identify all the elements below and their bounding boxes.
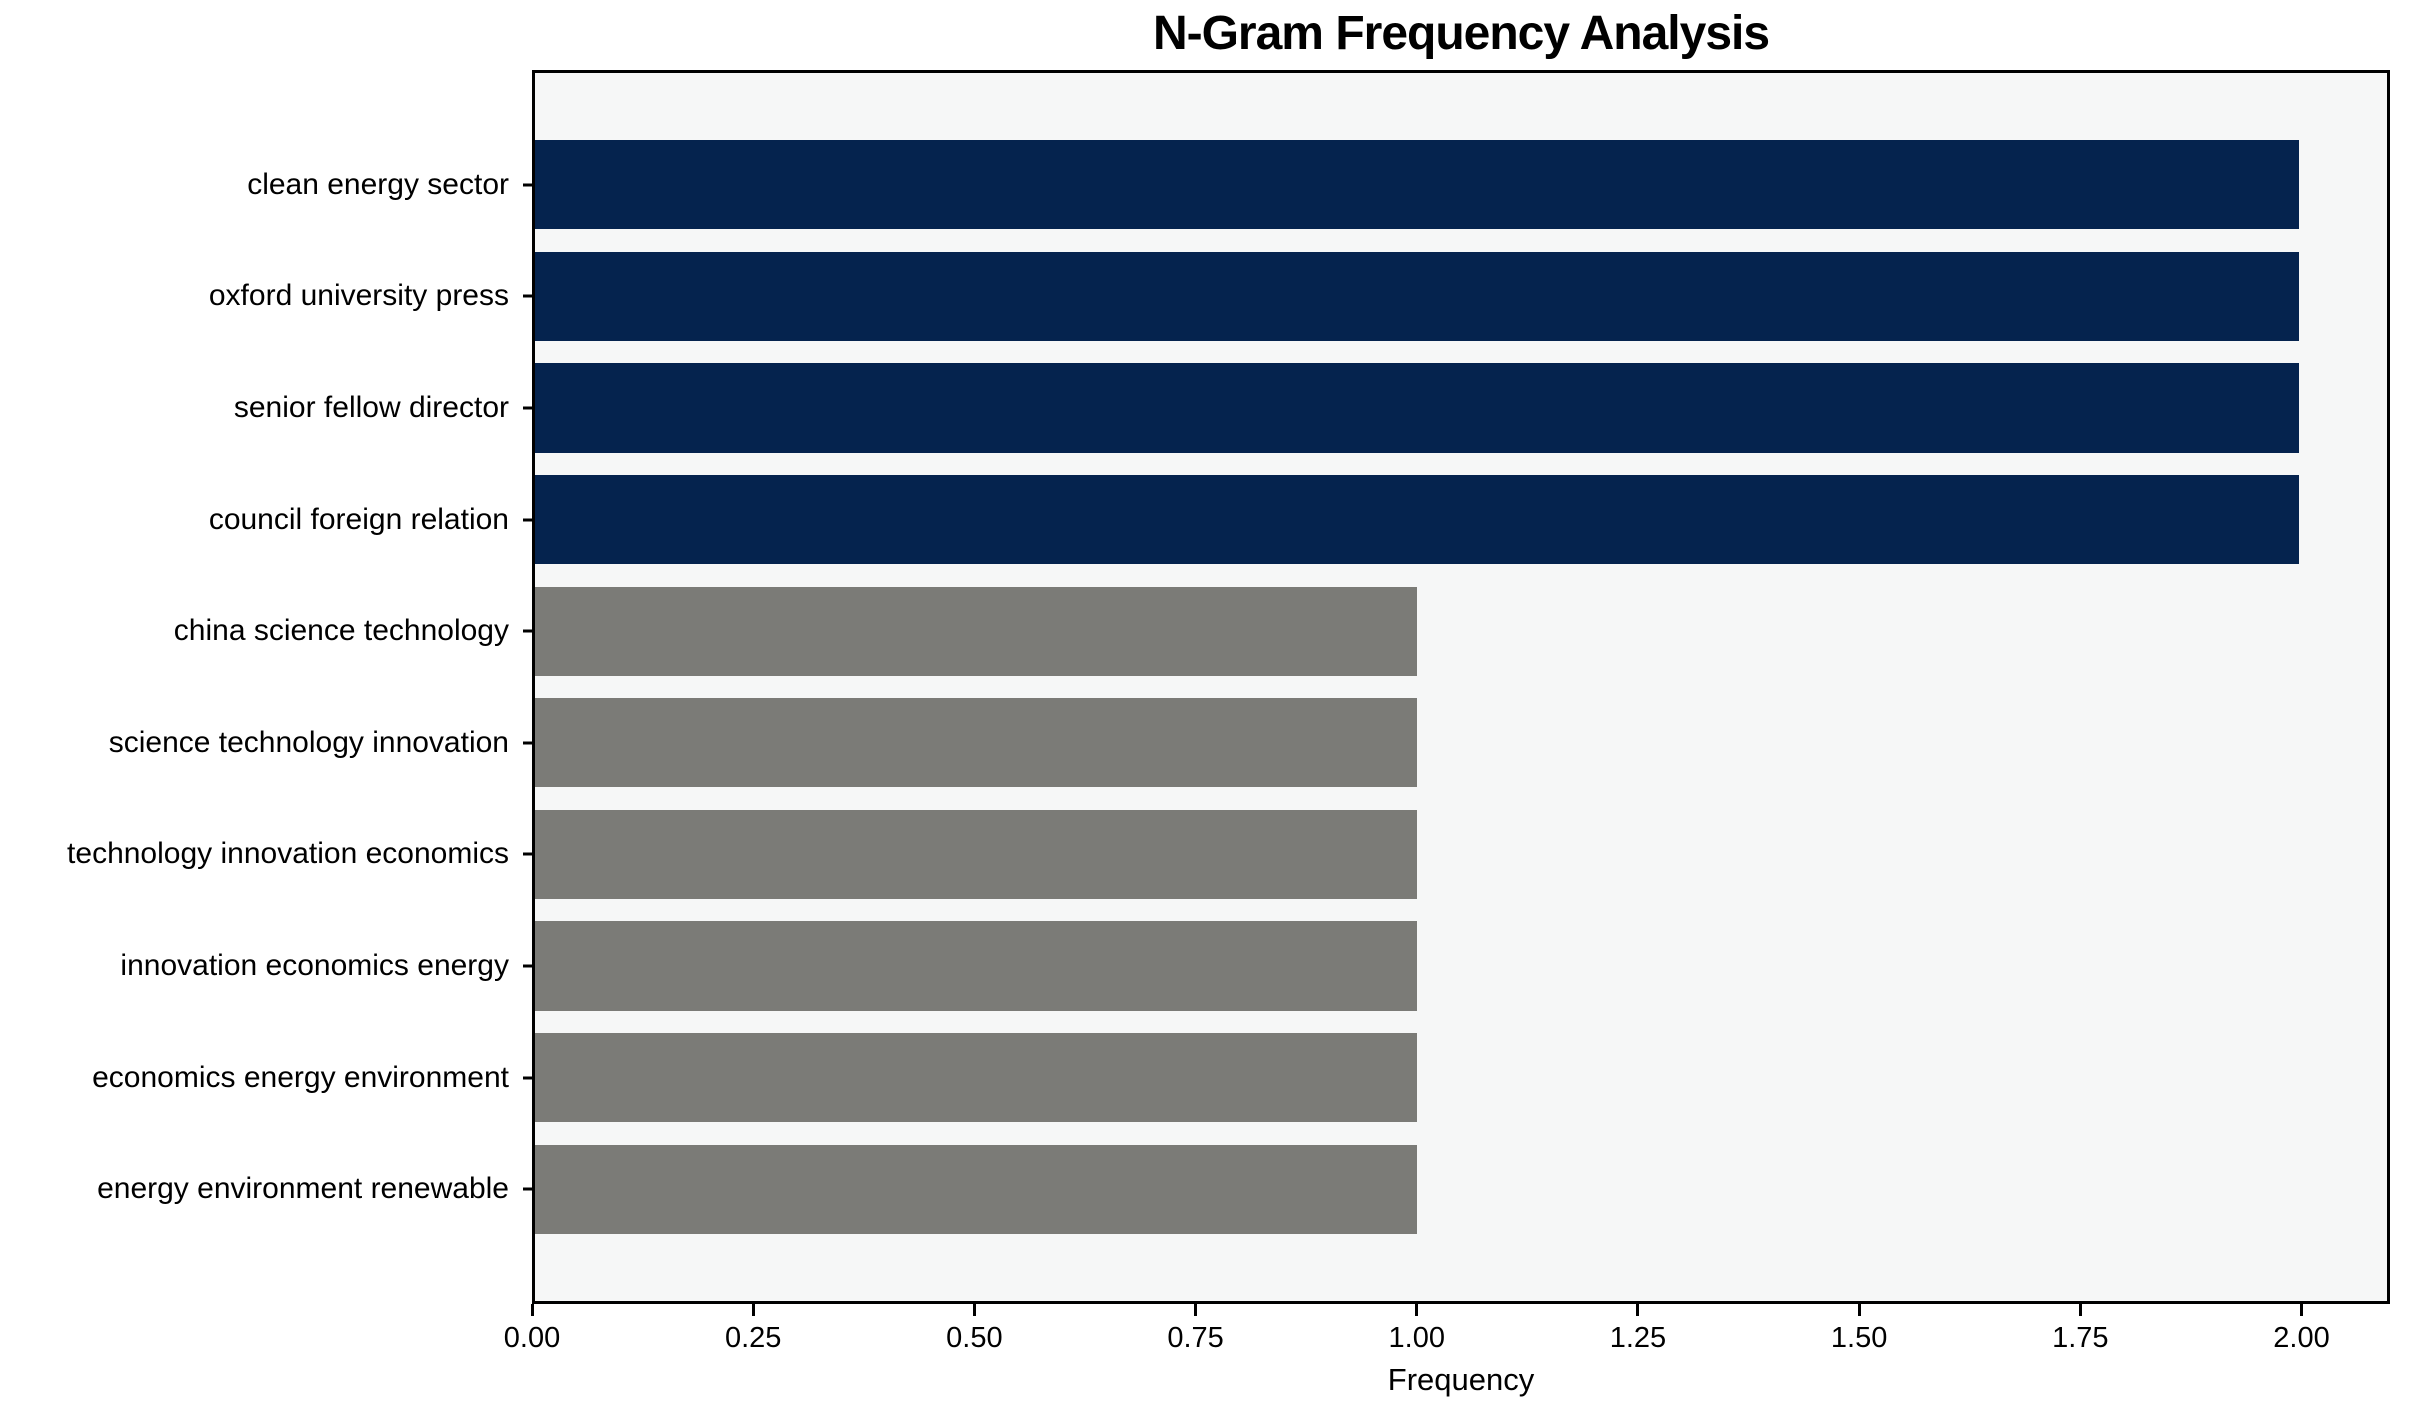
bar — [535, 1032, 1417, 1123]
x-tick-mark — [2300, 1304, 2304, 1316]
y-tick-label: senior fellow director — [233, 390, 509, 424]
x-tick-mark — [1194, 1304, 1198, 1316]
y-tick-label: science technology innovation — [108, 725, 509, 759]
y-tick-mark — [523, 294, 535, 298]
x-axis-label: Frequency — [1387, 1362, 1535, 1397]
bar-row: clean energy sector — [247, 129, 2387, 241]
bar-row: senior fellow director — [234, 352, 2387, 464]
x-tick-label: 1.00 — [1388, 1322, 1445, 1354]
x-tick-label: 1.50 — [1830, 1322, 1888, 1354]
bar-row: technology innovation economics — [67, 799, 2387, 911]
y-tick-mark — [523, 741, 535, 745]
bar — [535, 921, 1417, 1011]
bar-row: innovation economics energy — [120, 910, 2387, 1022]
bar — [535, 586, 1417, 676]
x-tick-mark — [1857, 1304, 1861, 1316]
y-tick-label: technology innovation economics — [67, 837, 509, 871]
y-tick-label: council foreign relation — [208, 502, 509, 536]
x-tick-label: 0.75 — [1167, 1322, 1224, 1354]
y-tick-label: economics energy environment — [92, 1060, 509, 1094]
x-tick-mark — [530, 1304, 534, 1316]
bar-row: science technology innovation — [109, 687, 2387, 799]
chart-title: N-Gram Frequency Analysis — [1152, 7, 1770, 60]
y-tick-mark — [523, 518, 535, 522]
bar — [535, 474, 2299, 565]
plot-area: clean energy sector oxford university pre… — [67, 70, 2390, 1304]
y-tick-mark — [523, 629, 535, 633]
x-tick-mark — [751, 1304, 755, 1316]
bar-row: china science technology — [174, 575, 2387, 687]
y-tick-mark — [523, 1187, 535, 1191]
x-tick-label: 1.75 — [2052, 1322, 2109, 1354]
y-tick-mark — [523, 183, 535, 187]
x-tick-mark — [2078, 1304, 2082, 1316]
bar — [535, 251, 2299, 342]
bar-row: economics energy environment — [92, 1022, 2387, 1134]
y-tick-label: innovation economics energy — [120, 948, 509, 982]
bar-row: council foreign relation — [209, 464, 2387, 576]
x-tick-label: 1.25 — [1609, 1322, 1667, 1354]
y-tick-label: clean energy sector — [247, 167, 509, 201]
bar — [535, 1144, 1417, 1234]
x-tick-mark — [1636, 1304, 1640, 1316]
x-tick-label: 0.50 — [946, 1322, 1003, 1354]
bar-row: oxford university press — [209, 241, 2387, 353]
y-tick-mark — [523, 406, 535, 410]
x-tick-mark — [972, 1304, 976, 1316]
x-tick-label: 0.25 — [724, 1322, 782, 1354]
y-tick-label: china science technology — [173, 614, 509, 648]
x-tick-label: 0.00 — [503, 1322, 561, 1354]
x-tick-mark — [1415, 1304, 1419, 1316]
y-tick-mark — [523, 852, 535, 856]
bar-row: energy environment renewable — [97, 1133, 2387, 1245]
y-tick-mark — [523, 964, 535, 968]
bar — [535, 363, 2299, 453]
y-tick-label: oxford university press — [208, 279, 509, 313]
x-tick-label: 2.00 — [2273, 1322, 2330, 1354]
bar — [535, 698, 1417, 788]
bar — [535, 809, 1417, 899]
bar — [535, 140, 2299, 230]
y-tick-label: energy environment renewable — [97, 1172, 509, 1206]
bar-rows: clean energy sector oxford university pre… — [67, 129, 2387, 1245]
y-tick-mark — [523, 1076, 535, 1080]
